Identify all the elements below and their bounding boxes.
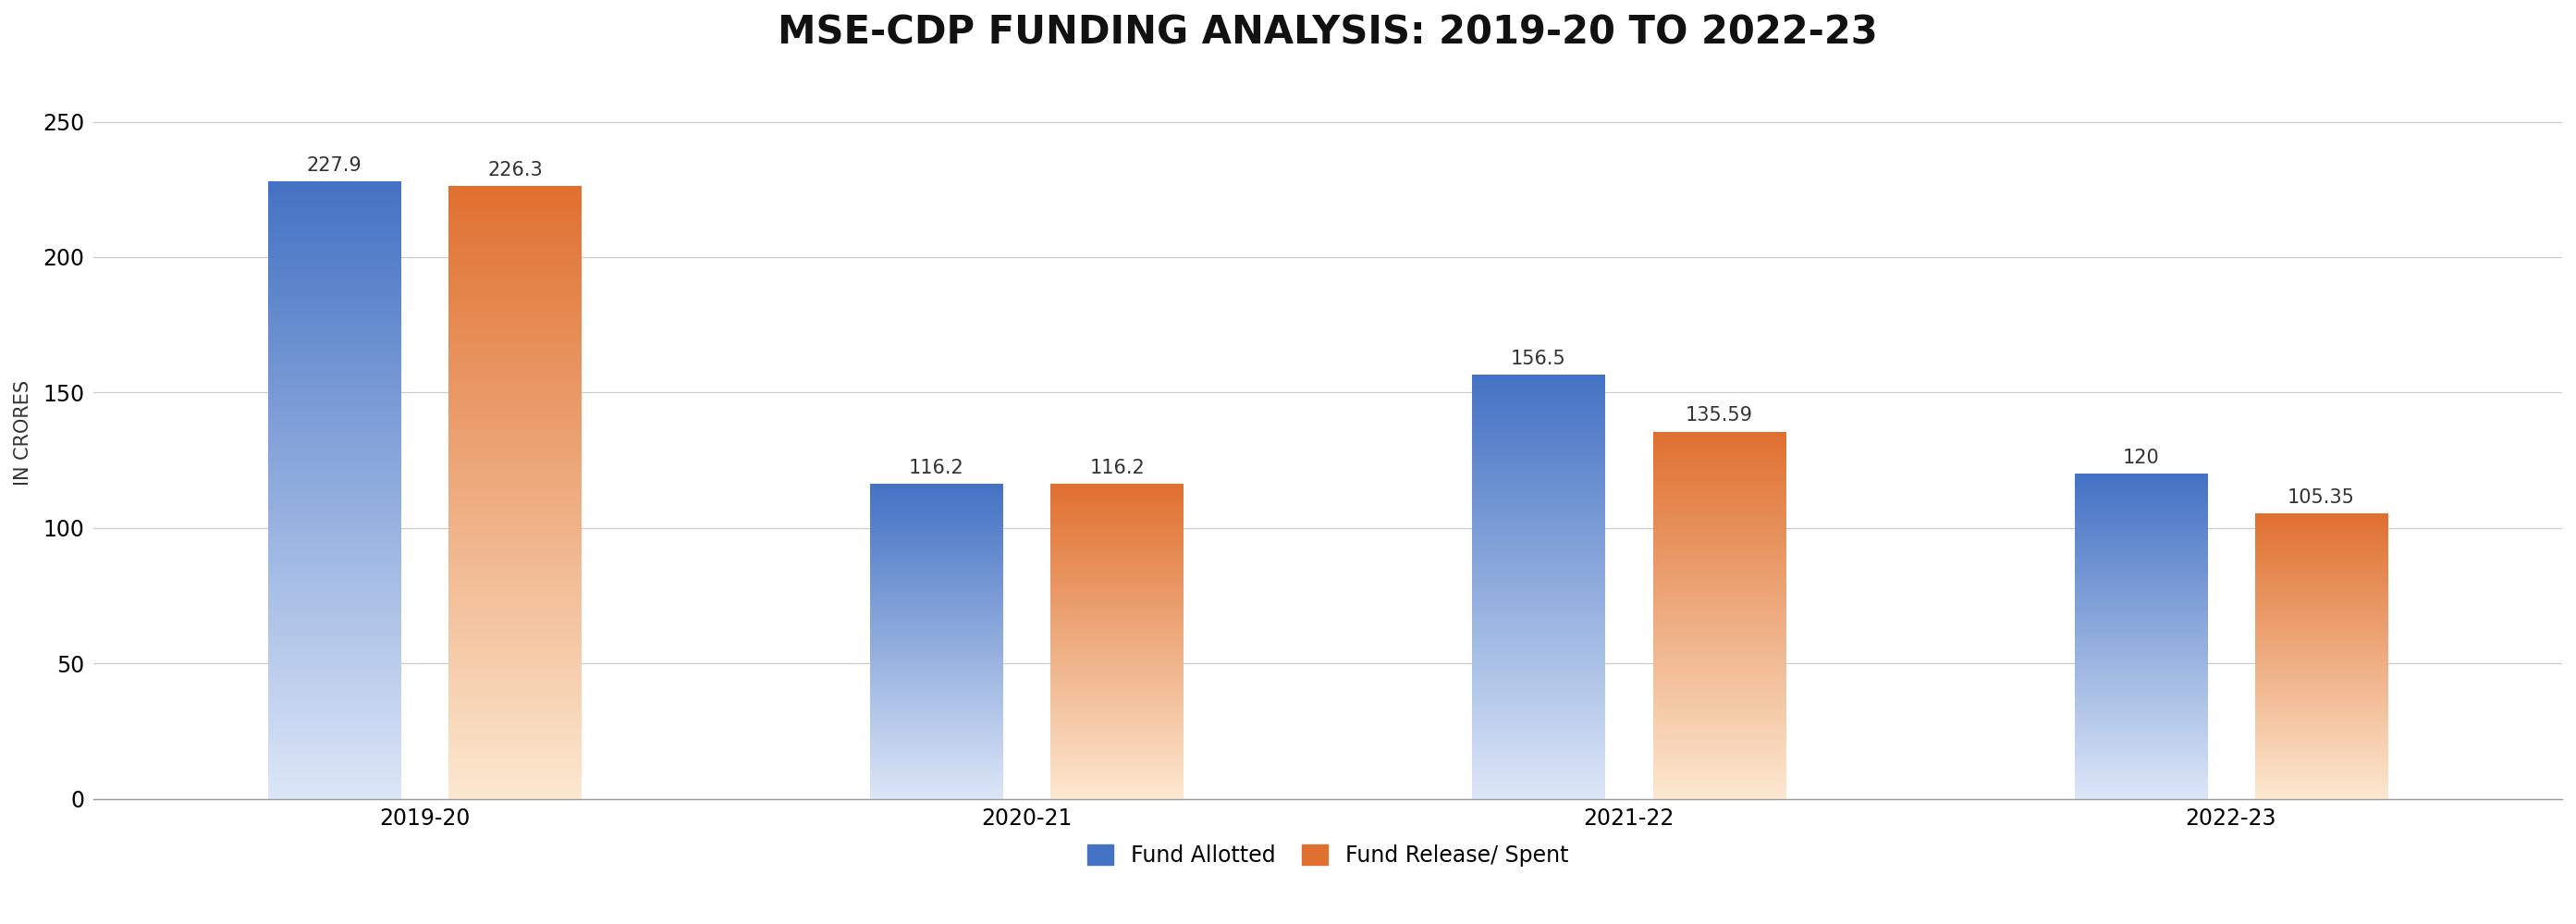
Text: 116.2: 116.2: [1090, 458, 1144, 478]
Text: 226.3: 226.3: [487, 161, 544, 179]
Text: 105.35: 105.35: [2287, 488, 2354, 506]
Y-axis label: IN CRORES: IN CRORES: [13, 381, 33, 486]
Text: 120: 120: [2123, 448, 2159, 467]
Legend: Fund Allotted, Fund Release/ Spent: Fund Allotted, Fund Release/ Spent: [1079, 836, 1577, 876]
Text: 116.2: 116.2: [909, 458, 963, 478]
Title: MSE-CDP FUNDING ANALYSIS: 2019-20 TO 2022-23: MSE-CDP FUNDING ANALYSIS: 2019-20 TO 202…: [778, 14, 1878, 53]
Text: 227.9: 227.9: [307, 156, 363, 175]
Text: 156.5: 156.5: [1512, 349, 1566, 368]
Text: 135.59: 135.59: [1685, 407, 1752, 425]
